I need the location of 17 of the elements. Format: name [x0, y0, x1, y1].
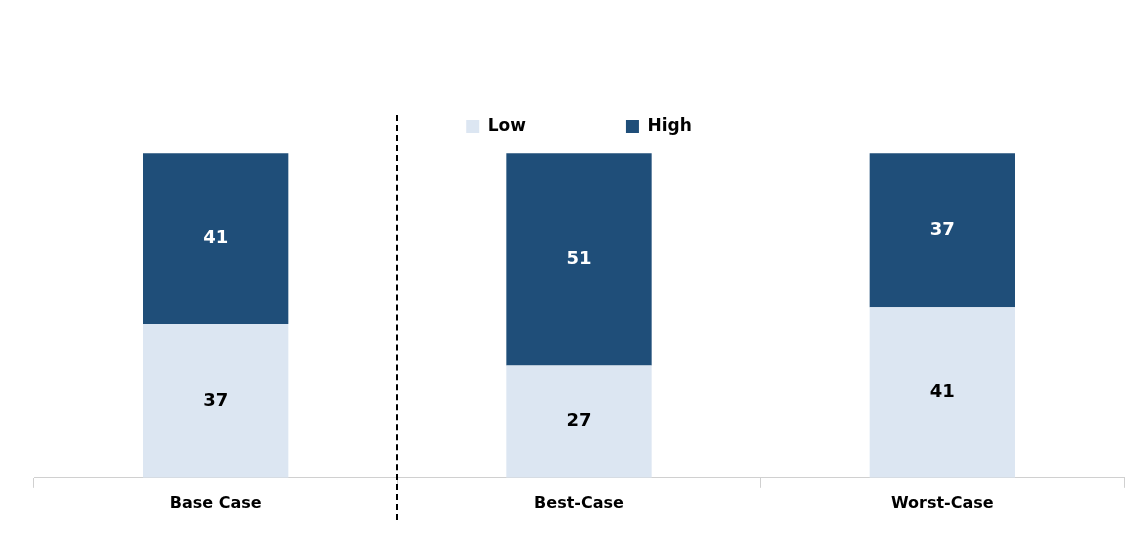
data-label: 41: [203, 226, 229, 248]
bar: [506, 153, 652, 366]
bar: [506, 365, 652, 478]
legend-label: High: [647, 114, 692, 135]
bar: [143, 323, 289, 478]
bar: [143, 153, 289, 324]
data-label: 51: [566, 247, 592, 269]
data-label: 37: [203, 388, 229, 410]
bar: [869, 153, 1015, 308]
x-tick-label: Worst-Case: [890, 492, 994, 512]
data-label: 37: [929, 217, 955, 239]
x-tick-label: Best-Case: [534, 492, 625, 512]
x-tick-label: Base Case: [169, 492, 262, 512]
legend-label: Low: [487, 114, 527, 135]
data-label: 41: [929, 380, 955, 402]
bar: [869, 307, 1015, 478]
data-label: 27: [566, 409, 592, 431]
